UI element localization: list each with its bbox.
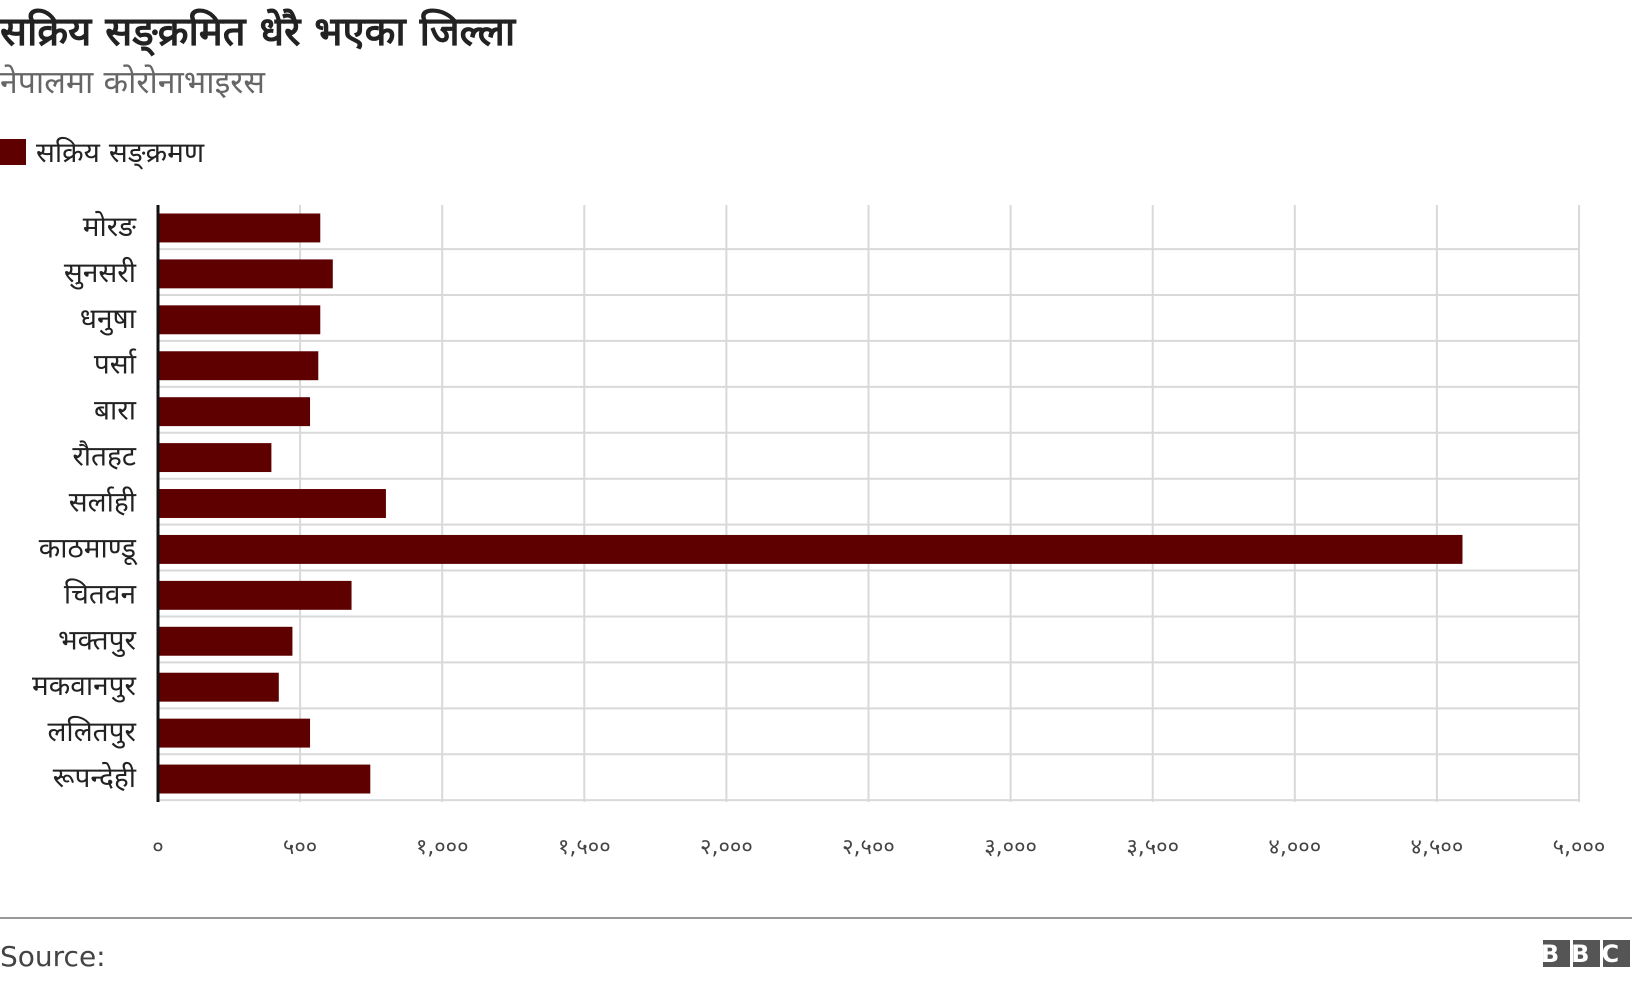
bar <box>158 626 293 656</box>
y-tick-label: बारा <box>94 394 137 427</box>
x-tick-label: ० <box>152 835 163 860</box>
logo-box <box>1603 940 1630 967</box>
legend-label: सक्रिय सङ्क्रमण <box>36 136 205 170</box>
bar <box>158 305 321 335</box>
bar <box>158 259 333 289</box>
x-tick-label: १,५०० <box>558 835 611 860</box>
logo: BBC <box>1541 940 1631 968</box>
legend-swatch <box>0 139 26 165</box>
logo-box <box>1543 940 1570 967</box>
bar <box>158 764 371 794</box>
bar <box>158 672 279 702</box>
logo-text: BBC <box>1541 940 1631 968</box>
x-tick-label: ३,००० <box>984 835 1037 860</box>
bar <box>158 489 386 518</box>
y-tick-label: चितवन <box>64 577 137 610</box>
x-tick-label: ५,००० <box>1553 835 1606 860</box>
y-tick-label: ललितपुर <box>47 715 136 749</box>
y-tick-label: पर्सा <box>94 348 137 381</box>
source: Source: <box>0 940 106 973</box>
x-tick-label: २,००० <box>700 835 753 860</box>
y-tick-label: सुनसरी <box>64 256 137 290</box>
x-tick-label: ४,००० <box>1268 835 1321 860</box>
bar <box>158 718 311 748</box>
bar <box>158 351 319 381</box>
logo-box <box>1573 940 1600 967</box>
x-tick-label: २,५०० <box>842 835 895 860</box>
y-tick-label: सर्लाही <box>69 486 137 519</box>
bar <box>158 580 352 610</box>
x-tick-label: ४,५०० <box>1411 835 1464 860</box>
y-tick-label: रौतहट <box>72 440 137 473</box>
chart-title: सक्रिय सङ्क्रमित धेरै भएका जिल्ला <box>0 8 517 56</box>
bar <box>158 534 1463 564</box>
y-tick-label: भक्तपुर <box>58 623 137 657</box>
y-tick-label: मकवानपुर <box>32 669 137 703</box>
x-tick-label: १,००० <box>416 835 469 860</box>
x-tick-label: ३,५०० <box>1126 835 1179 860</box>
y-tick-label: काठमाण्डू <box>39 531 138 565</box>
bar <box>158 443 272 473</box>
y-tick-label: धनुषा <box>80 302 137 336</box>
y-tick-label: मोरङ <box>83 210 137 243</box>
x-tick-label: ५०० <box>283 835 317 860</box>
bar <box>158 397 311 427</box>
y-tick-label: रूपन्देही <box>53 761 137 794</box>
chart-subtitle: नेपालमा कोरोनाभाइरस <box>0 63 266 101</box>
bar <box>158 213 321 243</box>
